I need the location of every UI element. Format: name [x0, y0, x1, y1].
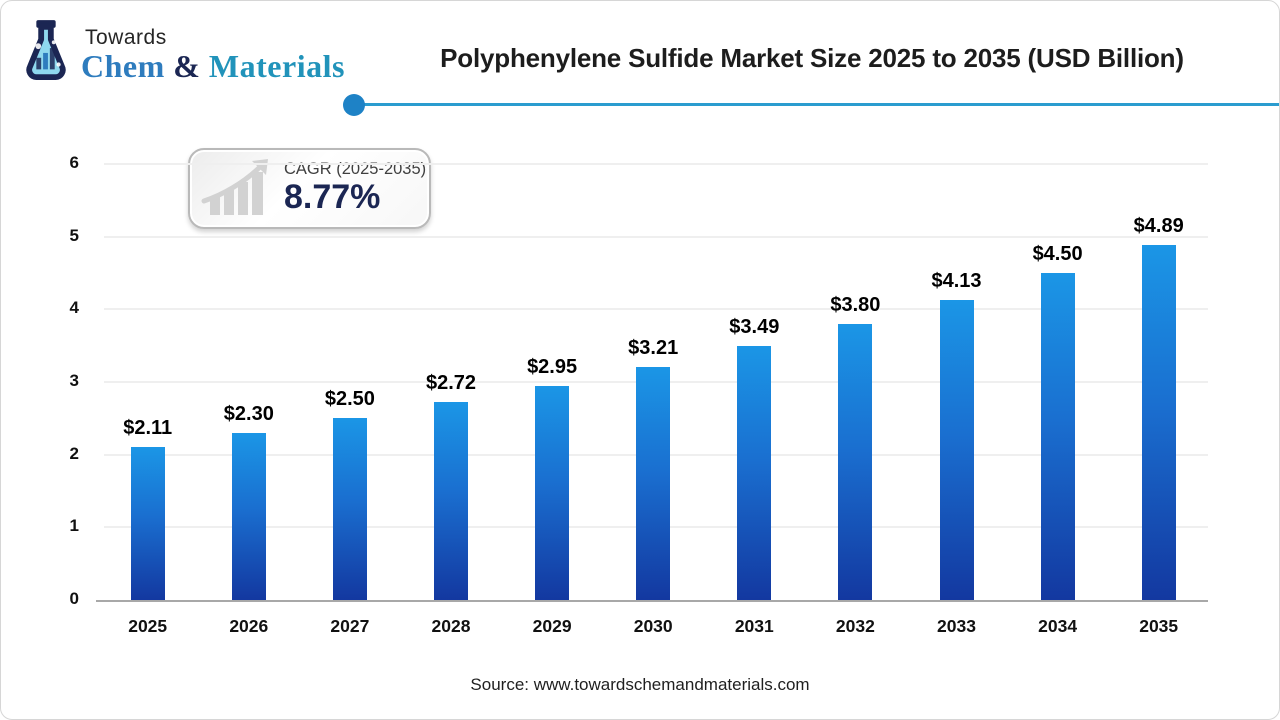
- brand-chem-materials: Chem & Materials: [81, 50, 345, 82]
- bar-value-label: $2.50: [324, 388, 375, 411]
- x-tick-label: 2032: [835, 616, 875, 636]
- brand-ampersand: &: [164, 48, 209, 84]
- y-tick-label: 6: [69, 153, 79, 172]
- bar: [1040, 273, 1075, 600]
- bar: [838, 323, 873, 600]
- x-tick-label: 2033: [937, 616, 976, 636]
- bar: [636, 366, 671, 600]
- x-tick-label: 2030: [633, 616, 673, 636]
- y-tick-label: 5: [69, 225, 79, 245]
- bar: [535, 385, 570, 600]
- y-tick-label: 3: [69, 371, 79, 390]
- bar-value-label: $4.50: [1032, 243, 1083, 265]
- bar-value-label: $3.80: [830, 293, 881, 316]
- bar-value-label: $3.21: [628, 336, 679, 359]
- bar: [434, 402, 468, 600]
- header-rule-dot: [343, 94, 365, 116]
- brand-wordmark: Towards Chem & Materials: [81, 13, 345, 82]
- x-tick-label: 2031: [734, 616, 774, 636]
- bar-value-label: $2.95: [527, 355, 578, 378]
- bar-value-label: $3.49: [729, 316, 780, 339]
- y-axis: 0 1 2 3 4 5 6: [29, 153, 79, 608]
- gridline: [104, 163, 1208, 165]
- flask-icon: [26, 20, 66, 80]
- header-rule: [354, 103, 1279, 106]
- bar: [231, 432, 266, 600]
- brand-chem: Chem: [81, 48, 165, 84]
- bar-value-label: $2.72: [425, 372, 477, 395]
- x-tick-label: 2025: [128, 616, 168, 636]
- x-tick-label: 2035: [1139, 616, 1179, 636]
- y-tick-label: 0: [69, 589, 79, 608]
- gridline: [104, 235, 1208, 238]
- bar: [130, 446, 165, 600]
- bar-value-label: $4.13: [931, 269, 982, 292]
- brand-materials: Materials: [208, 48, 345, 84]
- bar-value-label: $4.89: [1133, 214, 1184, 237]
- x-tick-label: 2029: [532, 616, 572, 636]
- y-tick-label: 1: [69, 516, 79, 536]
- gridline: [104, 308, 1208, 311]
- bar-value-label: $2.30: [223, 402, 274, 425]
- x-tick-label: 2028: [431, 616, 471, 636]
- brand-logo: Towards Chem & Materials: [17, 13, 345, 83]
- bar: [737, 346, 772, 600]
- growth-chart-icon: [201, 158, 268, 215]
- y-tick-label: 2: [69, 443, 79, 463]
- page-title: Polyphenylene Sulfide Market Size 2025 t…: [440, 43, 1184, 73]
- bar-chart-plot-area: $2.11 2025 $2.30 2026 $2.50 2027 $2.72 2028 $2.9…: [96, 163, 1208, 636]
- x-tick-label: 2026: [229, 616, 269, 636]
- x-tick-label: 2034: [1038, 616, 1078, 636]
- bar: [332, 418, 367, 600]
- bar: [1141, 244, 1176, 600]
- source-text: Source: www.towardschemandmaterials.com: [470, 675, 810, 694]
- cagr-value: 8.77%: [284, 178, 381, 217]
- brand-towards: Towards: [85, 26, 167, 49]
- bar: [939, 299, 974, 600]
- bar-value-label: $2.11: [123, 416, 173, 439]
- y-tick-label: 4: [69, 298, 79, 318]
- x-tick-label: 2027: [330, 616, 370, 636]
